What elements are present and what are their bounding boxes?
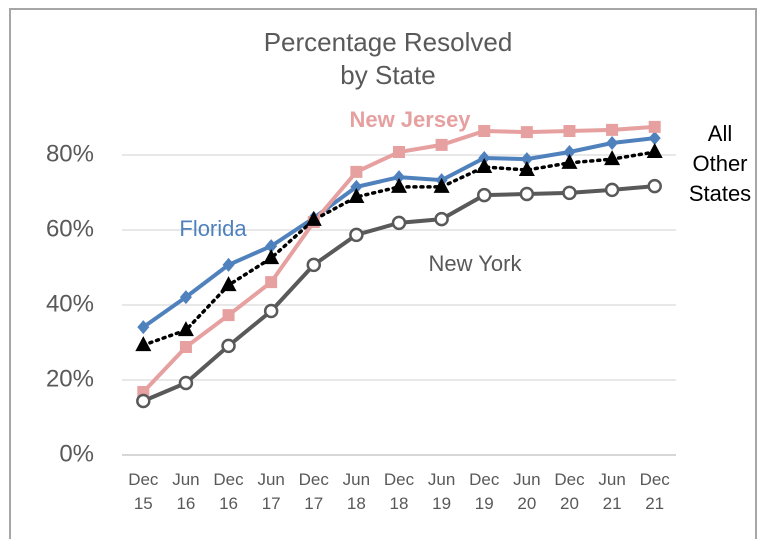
marker (137, 320, 150, 335)
marker (221, 338, 236, 354)
marker (179, 290, 192, 305)
x-tick-label: Dec 17 (299, 470, 330, 513)
marker (478, 125, 491, 137)
marker (263, 249, 280, 265)
marker (220, 276, 237, 292)
marker (135, 336, 152, 352)
x-tick-label: Jun 19 (428, 470, 455, 513)
marker (434, 211, 449, 227)
marker (348, 188, 365, 203)
marker (520, 126, 533, 139)
marker (265, 276, 278, 289)
marker (222, 309, 235, 322)
marker (222, 257, 235, 272)
x-tick-label: Jun 20 (513, 470, 540, 513)
marker (563, 125, 576, 137)
series-label: New Jersey (349, 107, 471, 132)
x-tick-label: Dec 18 (384, 470, 415, 513)
marker (393, 146, 405, 158)
marker (179, 341, 192, 353)
x-tick-label: Dec 21 (640, 470, 671, 513)
marker (435, 138, 448, 151)
marker (562, 185, 577, 201)
marker (519, 186, 535, 202)
marker (647, 178, 662, 194)
marker (306, 257, 322, 273)
series-label: All Other States (689, 121, 751, 206)
chart-title: by State (340, 60, 435, 90)
frame (9, 8, 757, 539)
marker (604, 182, 620, 198)
x-tick-label: Jun 17 (257, 470, 284, 513)
marker (476, 187, 492, 203)
y-tick-label: 80% (46, 140, 94, 167)
marker (349, 227, 364, 243)
marker (604, 150, 621, 166)
marker (178, 375, 194, 391)
marker (177, 321, 194, 337)
x-tick-label: Jun 16 (172, 470, 199, 513)
y-tick-label: 40% (46, 290, 94, 317)
marker (350, 179, 363, 194)
marker (476, 158, 493, 173)
marker (606, 123, 619, 136)
marker (561, 153, 578, 169)
marker (648, 131, 661, 146)
x-tick-label: Dec 16 (213, 470, 244, 513)
x-tick-label: Jun 18 (343, 470, 370, 513)
marker (391, 215, 407, 231)
y-tick-label: 0% (59, 440, 94, 467)
marker (518, 161, 535, 176)
marker (136, 393, 151, 409)
marker (305, 210, 322, 226)
marker (646, 143, 663, 158)
marker (263, 303, 279, 319)
marker (563, 145, 576, 159)
marker (606, 136, 619, 150)
marker (265, 239, 278, 254)
series-label: New York (429, 251, 523, 276)
y-tick-label: 60% (46, 215, 94, 242)
chart-title: Percentage Resolved (264, 27, 513, 57)
marker (393, 170, 405, 185)
marker (648, 120, 661, 133)
x-tick-label: Jun 21 (598, 470, 625, 513)
marker (433, 177, 450, 193)
marker (350, 165, 363, 178)
x-tick-label: Dec 15 (128, 470, 159, 513)
x-tick-label: Dec 19 (469, 470, 500, 513)
marker (520, 152, 533, 167)
x-tick-label: Dec 20 (554, 470, 585, 513)
y-tick-label: 20% (46, 365, 94, 392)
marker (391, 177, 407, 193)
series-label: Florida (179, 216, 247, 241)
